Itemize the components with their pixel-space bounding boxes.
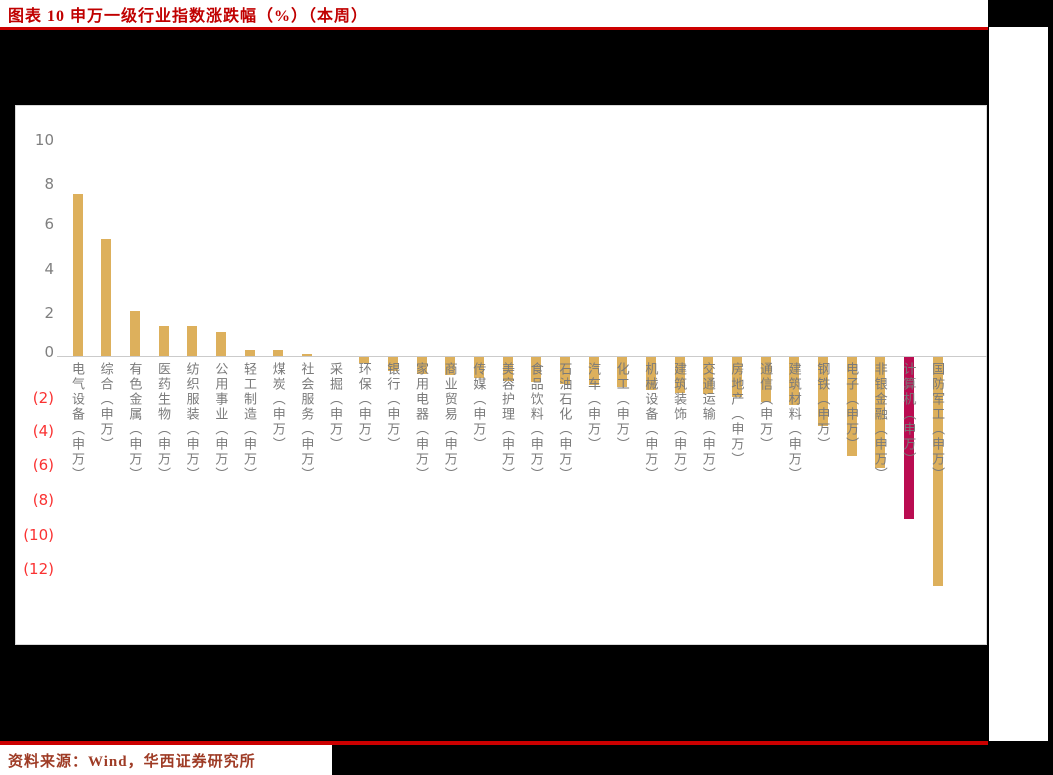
bar — [445, 357, 456, 376]
bar — [101, 239, 112, 356]
bar — [645, 357, 656, 391]
y-tick-label: 10 — [34, 131, 54, 149]
category-label: 社会服务（申万） — [299, 362, 315, 482]
y-tick-label: (10) — [23, 526, 54, 544]
category-label: 传媒（申万） — [471, 362, 487, 452]
bar — [187, 325, 198, 356]
bar — [273, 349, 284, 356]
category-label: 建筑材料（申万） — [786, 362, 802, 482]
category-label: 通信（申万） — [758, 362, 774, 452]
plot-area: 10 8 6 4 2 0 (2) (4) (6) (8) (10) (12) 电气设备（申万） 综合（申万… — [16, 106, 987, 644]
bar — [502, 357, 513, 381]
source-text: 资料来源：Wind，华西证券研究所 — [8, 753, 256, 770]
bar — [531, 357, 542, 382]
right-margin-column — [989, 27, 1048, 741]
bar — [674, 357, 685, 393]
bar — [875, 357, 886, 469]
category-label: 采掘（申万） — [328, 362, 344, 452]
bar — [760, 357, 771, 403]
category-label: 建筑装饰（申万） — [672, 362, 688, 482]
category-label: 公用事业（申万） — [213, 362, 229, 482]
y-tick-label: (8) — [32, 491, 54, 509]
category-label: 医药生物（申万） — [156, 362, 171, 482]
category-label: 煤炭（申万） — [270, 362, 286, 452]
category-label: 石油石化（申万） — [557, 362, 573, 482]
category-label: 非银金融（申万） — [872, 362, 888, 482]
bar — [72, 194, 83, 356]
y-tick-label: 6 — [44, 215, 54, 233]
bar — [301, 353, 312, 356]
y-tick-label: 8 — [44, 175, 54, 193]
category-label: 食品饮料（申万） — [528, 362, 544, 482]
category-label: 美容护理（申万） — [500, 362, 516, 482]
category-label: 机械设备（申万） — [643, 362, 659, 482]
y-tick-label: (4) — [32, 422, 54, 440]
bar — [129, 310, 140, 356]
bar — [559, 357, 570, 384]
x-axis-line — [57, 356, 987, 357]
bottom-red-rule — [0, 741, 988, 745]
category-label: 商业贸易（申万） — [442, 362, 458, 482]
bar — [416, 357, 427, 375]
bar — [932, 357, 943, 586]
bar — [158, 325, 169, 356]
y-tick-label: 4 — [44, 260, 54, 278]
category-label: 钢铁（申万） — [815, 362, 831, 452]
bar — [215, 332, 226, 356]
top-red-rule — [0, 27, 988, 30]
category-label: 计算机（申万） — [901, 362, 917, 467]
bar — [731, 357, 742, 397]
bar — [846, 357, 857, 457]
category-label: 交通运输（申万） — [700, 362, 716, 482]
source-strip: 资料来源：Wind，华西证券研究所 — [0, 745, 332, 775]
bar — [703, 357, 714, 394]
y-tick-label: 0 — [44, 343, 54, 361]
category-label: 家用电器（申万） — [414, 362, 430, 482]
category-label: 环保（申万） — [356, 362, 372, 452]
chart-panel: 10 8 6 4 2 0 (2) (4) (6) (8) (10) (12) 电气设备（申万） 综合（申万… — [15, 105, 987, 645]
bar — [473, 357, 484, 378]
category-label: 电子（申万） — [844, 362, 860, 452]
y-tick-label: (12) — [23, 560, 54, 578]
category-label: 电气设备（申万） — [70, 362, 85, 482]
category-label: 房地产（申万） — [729, 362, 745, 467]
bar — [244, 349, 255, 356]
bar — [903, 357, 914, 519]
category-label: 有色金属（申万） — [127, 362, 143, 482]
y-tick-label: (6) — [32, 456, 54, 474]
bar — [387, 357, 398, 372]
category-label: 纺织服装（申万） — [184, 362, 200, 482]
category-label: 银行（申万） — [385, 362, 401, 452]
bar — [588, 357, 599, 386]
figure-title-bar: 图表 10 申万一级行业指数涨跌幅（%）（本周） — [0, 0, 988, 27]
category-label: 轻工制造（申万） — [242, 362, 258, 482]
bar — [617, 357, 628, 388]
category-label: 化工（申万） — [614, 362, 630, 452]
category-label: 汽车（申万） — [586, 362, 602, 452]
category-label: 国防军工（申万） — [930, 362, 946, 482]
bar — [817, 357, 828, 427]
bar — [789, 357, 800, 405]
y-tick-label: 2 — [44, 304, 54, 322]
figure-title: 图表 10 申万一级行业指数涨跌幅（%）（本周） — [8, 7, 369, 25]
bar — [359, 357, 370, 364]
y-tick-label: (2) — [32, 389, 54, 407]
category-label: 综合（申万） — [98, 362, 114, 452]
